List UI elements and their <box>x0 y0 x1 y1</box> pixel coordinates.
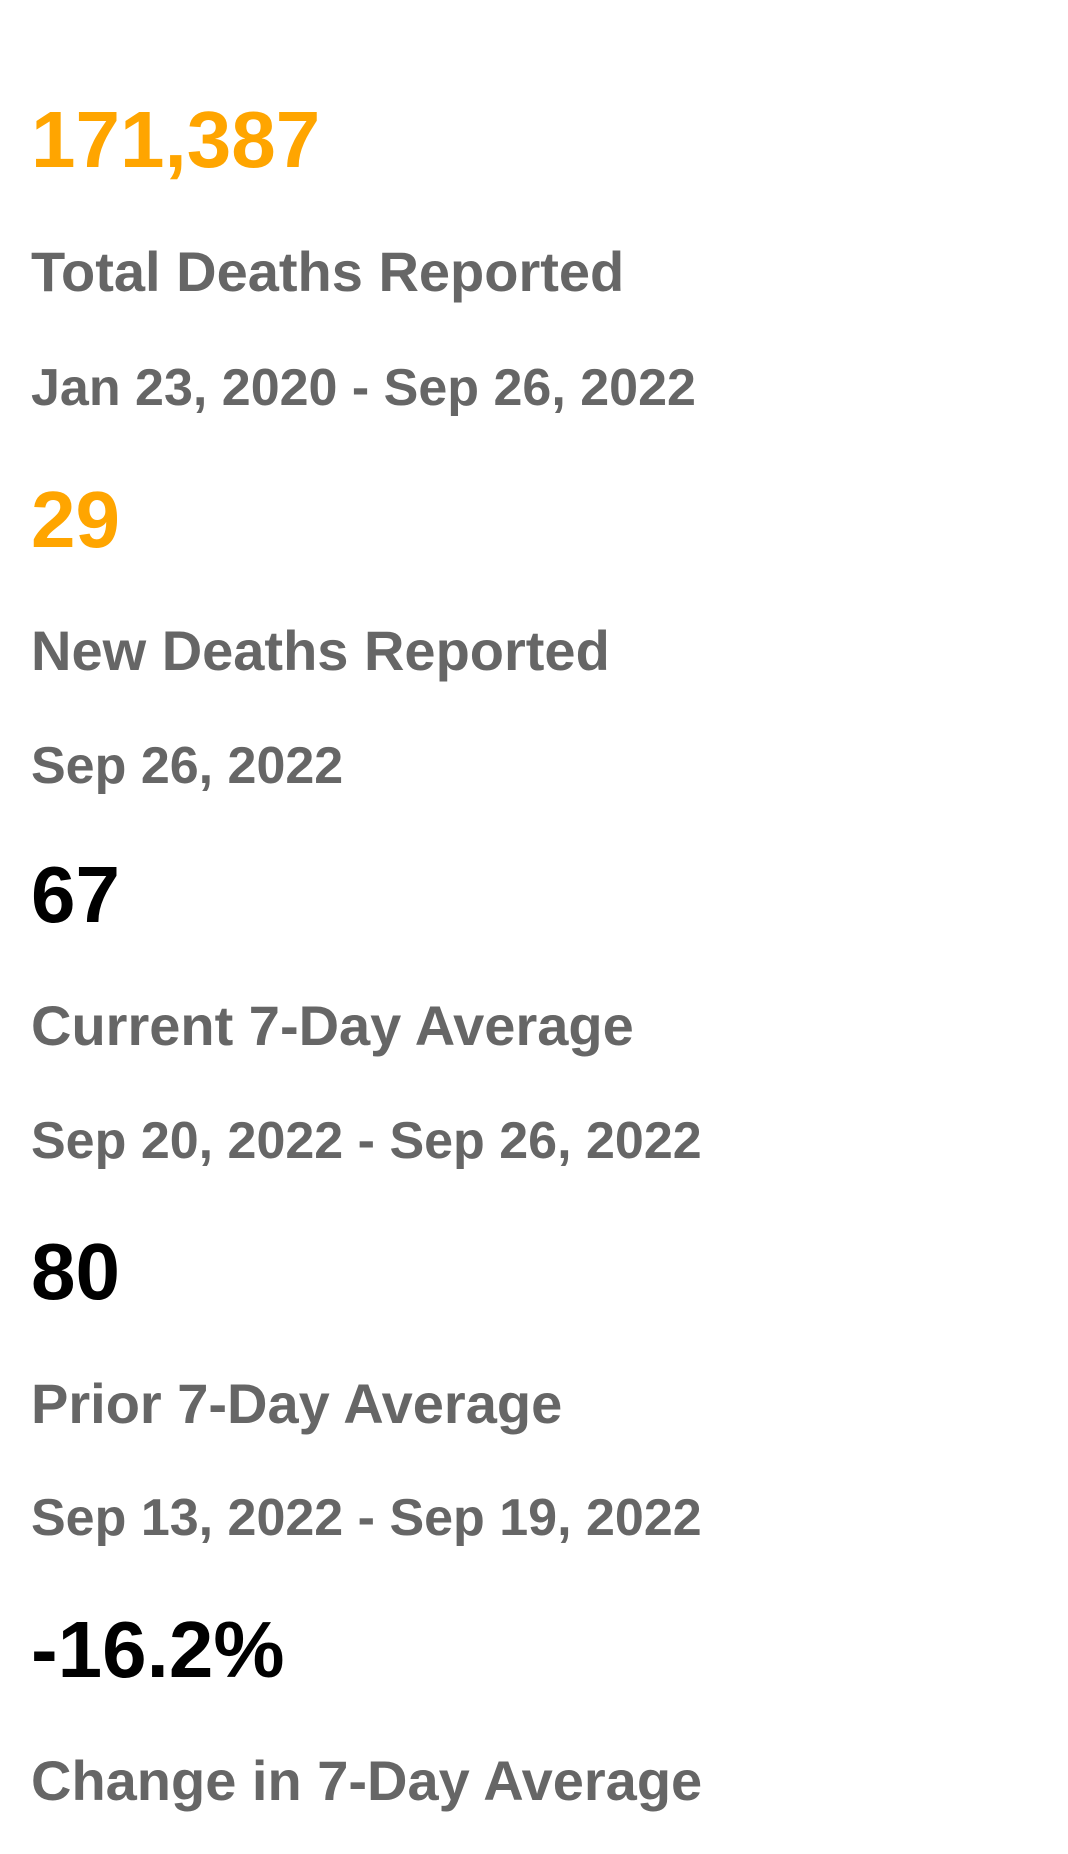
new-deaths-label: New Deaths Reported <box>31 619 610 682</box>
total-deaths-period: Jan 23, 2020 - Sep 26, 2022 <box>31 359 696 417</box>
total-deaths-value: 171,387 <box>31 95 321 184</box>
new-deaths-period: Sep 26, 2022 <box>31 737 344 795</box>
prior-7day-average-period: Sep 13, 2022 - Sep 19, 2022 <box>31 1489 702 1547</box>
current-7day-average-label: Current 7-Day Average <box>31 994 634 1057</box>
new-deaths-value: 29 <box>31 475 120 564</box>
prior-7day-average-label: Prior 7-Day Average <box>31 1372 563 1435</box>
current-7day-average-period: Sep 20, 2022 - Sep 26, 2022 <box>31 1112 702 1170</box>
total-deaths-label: Total Deaths Reported <box>31 240 625 303</box>
prior-7day-average-value: 80 <box>31 1227 120 1316</box>
change-7day-average-value: -16.2% <box>31 1605 285 1694</box>
change-7day-average-label: Change in 7-Day Average <box>31 1749 703 1812</box>
current-7day-average-value: 67 <box>31 850 120 939</box>
